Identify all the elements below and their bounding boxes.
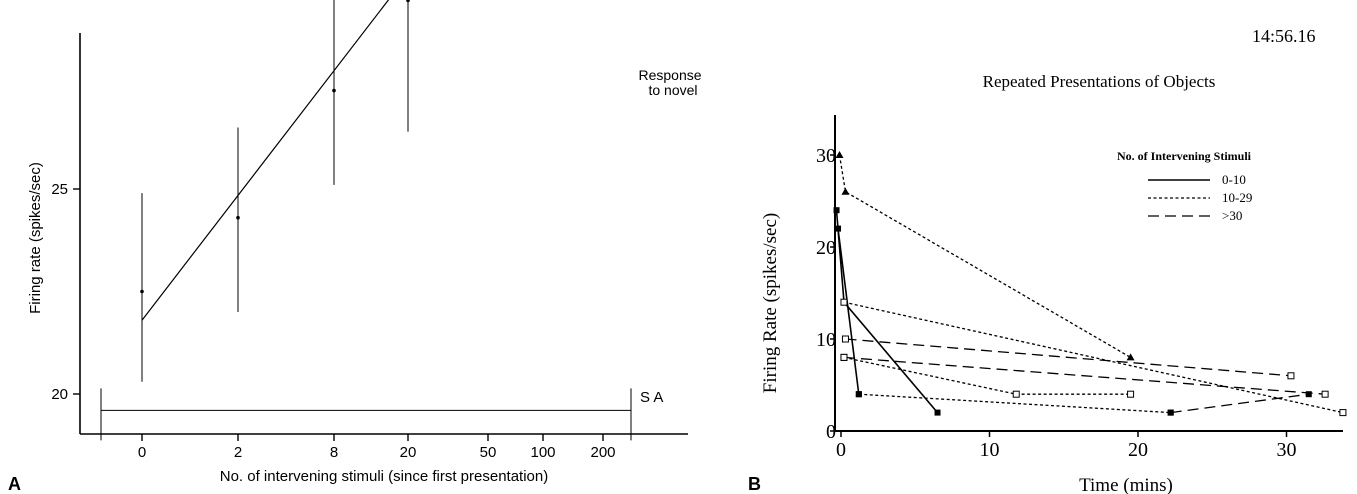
legend-entry-0-10: 0-10 bbox=[1222, 172, 1246, 187]
panel-b-marks bbox=[833, 151, 1347, 417]
panel-a-x-tick-label: 20 bbox=[400, 444, 417, 461]
regression-line bbox=[141, 0, 390, 321]
series-line-solid bbox=[837, 228, 860, 395]
series-marker-open-square bbox=[840, 353, 848, 361]
novel-label-line-2: to novel bbox=[648, 82, 697, 98]
panel-b-y-ticks: 0 10 20 30 bbox=[816, 145, 836, 443]
panel-a-marks bbox=[100, 0, 632, 441]
panel-a-y-ticks: 20253035 bbox=[51, 181, 80, 403]
panel-b-y-tick-label: 30 bbox=[816, 145, 836, 167]
series-marker-triangle bbox=[841, 187, 850, 195]
panel-b-x-tick-label: 20 bbox=[1128, 439, 1148, 461]
panel-a-y-label: Firing rate (spikes/sec) bbox=[27, 162, 44, 314]
series-marker-open-square bbox=[840, 298, 848, 306]
timestamp: 14:56.16 bbox=[1252, 26, 1316, 46]
series-line-solid bbox=[835, 210, 939, 414]
legend: No. of Intervening Stimuli 0-10 10-29 >3… bbox=[1117, 149, 1252, 223]
panel-a-x-ticks: 0 2 8 20 50 100 200 bbox=[138, 434, 616, 461]
series-marker-square bbox=[835, 225, 842, 232]
data-point bbox=[406, 0, 410, 3]
series-marker-open-square bbox=[1127, 390, 1135, 398]
series-line-dashed bbox=[843, 356, 1326, 395]
series-marker-open-square bbox=[841, 335, 849, 343]
panel-b-x-tick-label: 30 bbox=[1277, 439, 1297, 461]
series-line-dotted bbox=[858, 393, 1171, 414]
panel-a-x-label: No. of intervening stimuli (since first … bbox=[220, 468, 548, 485]
series-marker-square bbox=[934, 409, 941, 416]
panel-a-x-tick-label: 0 bbox=[138, 444, 146, 461]
panel-a-letter: A bbox=[8, 474, 21, 494]
series-marker-triangle bbox=[835, 151, 844, 158]
series-line-dotted bbox=[843, 301, 1344, 414]
series-marker-square bbox=[1305, 391, 1312, 398]
series-marker-square bbox=[855, 391, 862, 398]
panel-b: 14:56.16 Repeated Presentations of Objec… bbox=[748, 26, 1347, 494]
data-point bbox=[236, 215, 240, 220]
legend-title: No. of Intervening Stimuli bbox=[1117, 149, 1252, 163]
series-marker-open-square bbox=[1287, 372, 1295, 380]
series-marker-open-square bbox=[1012, 390, 1020, 398]
series-marker-open-square bbox=[1321, 390, 1329, 398]
legend-entry-10-29: 10-29 bbox=[1222, 190, 1252, 205]
panel-b-y-tick-label: 10 bbox=[816, 329, 836, 351]
data-point bbox=[332, 88, 336, 93]
panel-b-letter: B bbox=[748, 474, 761, 494]
series-line-dashed bbox=[845, 338, 1292, 377]
panel-b-y-label: Firing Rate (spikes/sec) bbox=[760, 213, 781, 393]
panel-b-x-ticks: 0 10 20 30 bbox=[836, 431, 1297, 461]
legend-entry-over-30: >30 bbox=[1222, 208, 1242, 223]
series-line-dotted bbox=[838, 154, 1131, 358]
panel-b-title: Repeated Presentations of Objects bbox=[983, 72, 1216, 91]
series-marker-square bbox=[1167, 409, 1174, 416]
panel-a-x-tick-label: 2 bbox=[234, 444, 242, 461]
panel-a-x-tick-label: 100 bbox=[530, 444, 555, 461]
novel-label-line-1: Response bbox=[638, 67, 701, 83]
panel-b-x-label: Time (mins) bbox=[1079, 475, 1173, 494]
panel-a-y-tick-label: 25 bbox=[51, 181, 68, 198]
series-marker-square bbox=[833, 207, 840, 214]
panel-a-x-tick-label: 50 bbox=[480, 444, 497, 461]
series-marker-open-square bbox=[1339, 409, 1347, 417]
panel-b-x-tick-label: 10 bbox=[980, 439, 1000, 461]
data-point bbox=[140, 289, 144, 294]
series-marker-triangle bbox=[1126, 353, 1135, 361]
panel-a-y-tick-label: 20 bbox=[51, 386, 68, 403]
panel-a-x-tick-label: 200 bbox=[590, 444, 615, 461]
panel-b-y-tick-label: 0 bbox=[826, 421, 836, 443]
spontaneous-label: S A bbox=[640, 389, 663, 406]
panel-b-x-tick-label: 0 bbox=[836, 439, 846, 461]
series-line-dashed bbox=[1170, 393, 1309, 414]
panel-b-y-tick-label: 20 bbox=[816, 237, 836, 259]
panel-a-x-tick-label: 8 bbox=[330, 444, 338, 461]
